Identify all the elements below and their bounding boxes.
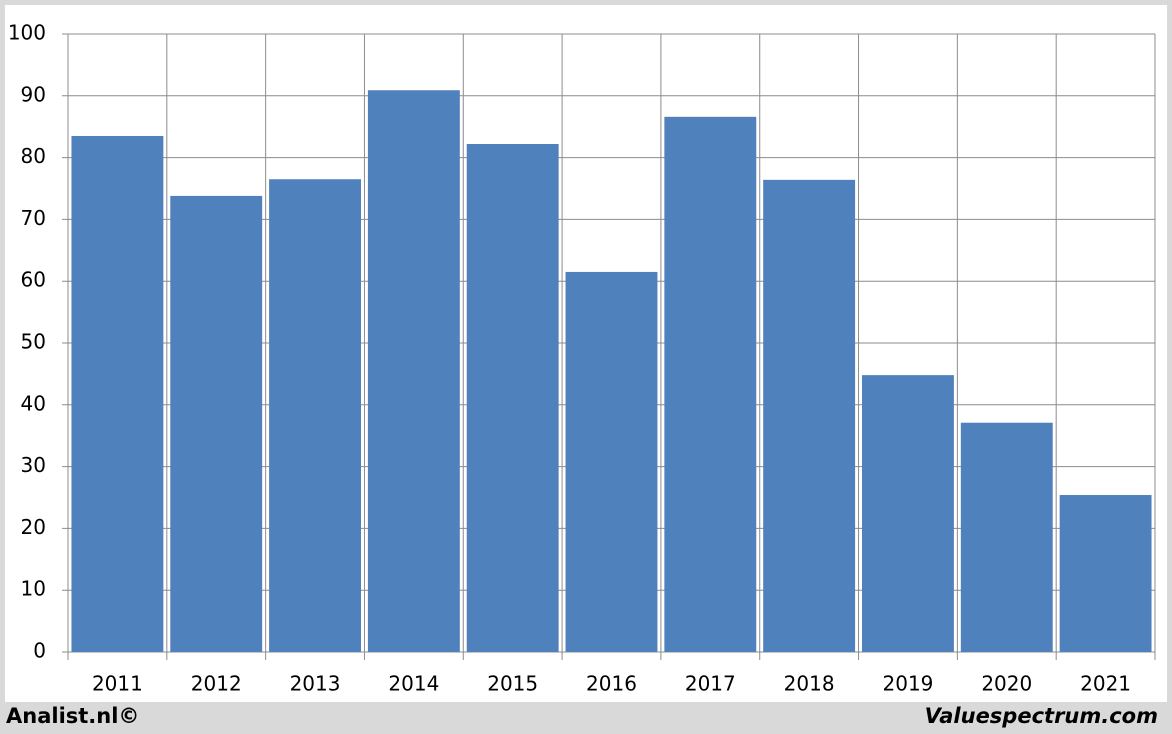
- x-tick-label: 2018: [784, 672, 835, 696]
- bar: [763, 179, 856, 652]
- x-tick-label: 2014: [388, 672, 439, 696]
- x-tick-label: 2015: [487, 672, 538, 696]
- y-tick-label: 10: [21, 577, 46, 601]
- x-tick-label: 2019: [883, 672, 934, 696]
- bar: [367, 90, 460, 653]
- bar: [664, 116, 757, 652]
- bar: [269, 179, 361, 653]
- y-tick-label: 70: [21, 206, 46, 230]
- x-tick-label: 2021: [1080, 672, 1131, 696]
- x-tick-label: 2011: [92, 672, 143, 696]
- x-tick-label: 2017: [685, 672, 736, 696]
- x-tick-label: 2016: [586, 672, 637, 696]
- y-tick-label: 80: [21, 144, 46, 168]
- bar: [1059, 495, 1152, 652]
- y-tick-label: 0: [33, 639, 46, 663]
- y-tick-label: 60: [21, 268, 46, 292]
- x-tick-label: 2012: [191, 672, 242, 696]
- y-tick-label: 30: [21, 453, 46, 477]
- bar: [862, 375, 954, 652]
- x-tick-label: 2013: [290, 672, 341, 696]
- bar: [565, 271, 658, 652]
- bar: [960, 422, 1053, 652]
- y-tick-label: 20: [21, 515, 46, 539]
- credit-label: Valuespectrum.com: [925, 704, 1158, 728]
- y-tick-label: 50: [21, 330, 46, 354]
- bar: [170, 195, 263, 652]
- bar: [466, 144, 559, 652]
- y-tick-label: 90: [21, 82, 46, 106]
- y-tick-label: 40: [21, 391, 46, 415]
- bar: [71, 135, 164, 653]
- y-tick-label: 100: [8, 21, 46, 45]
- x-tick-label: 2020: [981, 672, 1032, 696]
- source-label: Analist.nl©: [6, 704, 139, 728]
